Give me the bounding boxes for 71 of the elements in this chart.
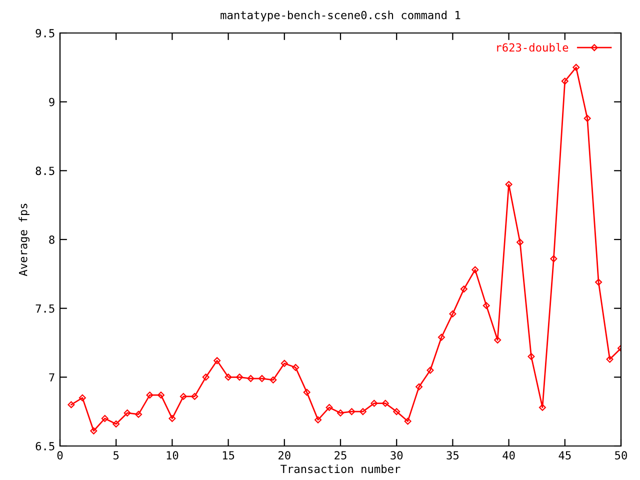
y-tick-label: 9 [49,98,54,106]
point [550,255,558,262]
point [382,400,389,407]
point [314,416,322,424]
point [472,266,479,274]
point [68,401,75,408]
point [606,356,614,363]
x-tick-label: 35 [446,451,458,460]
x-tick-label: 0 [57,451,63,460]
point [494,336,502,344]
point [359,408,366,416]
y-tick-label: 8.5 [36,166,54,176]
point [538,404,546,411]
point [292,364,300,372]
point [449,310,456,318]
point [572,64,580,71]
point [135,410,142,418]
point [202,374,210,381]
point [280,360,288,367]
point [214,357,221,364]
point [528,353,535,360]
point [561,78,568,85]
x-tick-label: 30 [390,451,403,460]
point [326,404,333,411]
y-tick-label: 7 [49,373,54,382]
point [416,383,423,390]
chart-title: mantatype-bench-scene0.csh command 1 [220,10,460,22]
point [101,414,108,422]
y-axis-title: Average fps [18,204,30,276]
point [191,392,198,400]
point [303,388,310,396]
x-tick-label: 15 [222,451,234,460]
point [78,394,86,402]
point [482,302,490,310]
x-axis-title: Transaction number [280,464,400,474]
point [404,418,412,425]
x-tick-label: 10 [166,451,178,460]
point [584,114,591,122]
point [348,408,356,416]
point [393,408,400,416]
point [224,374,232,381]
y-tick-label: 6.5 [36,442,54,450]
point [146,392,154,399]
x-tick-label: 20 [278,451,290,460]
point [247,375,254,382]
point [438,334,445,341]
y-tick-label: 8 [49,236,54,244]
point [505,180,512,188]
x-tick-label: 25 [334,451,346,460]
point [112,420,120,428]
x-tick-label: 5 [114,451,119,460]
point [370,400,378,407]
point [90,427,98,434]
point [236,374,244,381]
point [124,409,131,416]
point [157,392,164,399]
y-tick-label: 7.5 [36,304,54,313]
point [516,238,524,246]
point [270,376,277,384]
point [595,278,602,286]
point [460,286,468,293]
point [426,366,434,374]
y-tick-label: 9.5 [36,29,54,38]
point [337,409,344,416]
x-tick-label: 50 [615,451,627,460]
point [258,375,266,382]
point [168,414,176,422]
x-tick-label: 40 [502,451,515,460]
legend-label: r623-double [497,43,568,52]
point [180,392,187,400]
x-tick-label: 45 [558,451,571,460]
